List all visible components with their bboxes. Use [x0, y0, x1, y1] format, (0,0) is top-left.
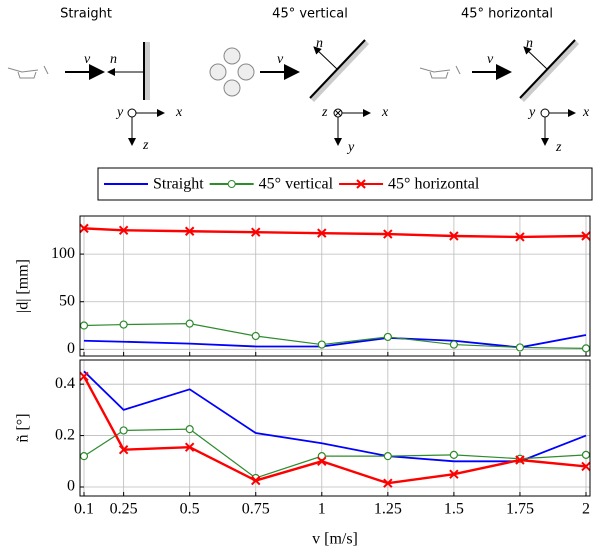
marker: [119, 320, 128, 329]
label: v: [487, 52, 494, 67]
label: x: [175, 105, 183, 120]
label: y: [115, 105, 124, 120]
marker: [184, 226, 195, 236]
marker: [251, 475, 261, 486]
marker: [383, 478, 393, 488]
marker: [449, 340, 458, 349]
marker: [449, 231, 459, 241]
plate: [519, 39, 576, 99]
arrow: [313, 46, 338, 70]
legend-label: Straight: [153, 176, 204, 193]
marker: [581, 450, 591, 459]
x-tick-label: 0.5: [180, 501, 200, 518]
label: x: [381, 105, 389, 120]
marker: [79, 321, 89, 330]
marker: [515, 455, 525, 465]
marker: [79, 223, 89, 234]
y-axis-label: |d| [mm]: [15, 259, 32, 313]
marker: [317, 452, 326, 461]
marker: [79, 371, 89, 382]
marker: [317, 456, 327, 467]
label: z: [321, 105, 328, 120]
marker: [317, 340, 326, 349]
marker: [79, 452, 89, 461]
plot-frame: [79, 359, 591, 497]
label: n: [110, 52, 117, 67]
legend-label: 45° vertical: [259, 176, 334, 193]
plate: [309, 39, 366, 99]
marker: [383, 229, 393, 239]
label: n: [316, 36, 323, 51]
label: x: [582, 105, 590, 120]
series-line: [83, 370, 587, 463]
label: v: [277, 52, 284, 67]
label: n: [526, 36, 533, 51]
label: y: [527, 105, 536, 120]
plate-shade: [310, 40, 369, 102]
x-tick-label: 0.25: [110, 501, 138, 518]
quad-icon: [209, 47, 255, 97]
label: v: [84, 52, 91, 67]
marker: [449, 450, 458, 459]
series-line: [83, 334, 587, 349]
plate-shade: [145, 42, 150, 100]
marker: [118, 445, 129, 455]
label: z: [142, 138, 149, 153]
x-axis-label: v [m/s]: [312, 531, 358, 548]
marker: [317, 228, 327, 238]
y-tick-label: 50: [59, 292, 75, 309]
y-axis-label: ñ [°]: [15, 413, 32, 442]
marker: [251, 227, 261, 237]
x-tick-label: 1.75: [506, 501, 534, 518]
marker: [118, 225, 129, 235]
origin-cross: [334, 109, 342, 117]
x-tick-label: 1.25: [374, 501, 402, 518]
y-tick-label: 0: [67, 340, 75, 357]
marker: [515, 343, 525, 352]
marker: [251, 331, 260, 341]
marker: [515, 232, 525, 242]
x-tick-label: 1.5: [444, 501, 464, 518]
label: z: [555, 140, 562, 155]
x-tick-label: 0.1: [74, 501, 94, 518]
y-tick-label: 0.4: [55, 375, 75, 392]
panel-title: 45° horizontal: [461, 7, 553, 22]
marker: [581, 231, 591, 241]
label: y: [346, 140, 355, 155]
series-line: [83, 227, 587, 239]
marker: [119, 426, 128, 435]
series-line: [83, 428, 587, 479]
plate-shade: [520, 40, 579, 102]
origin: [540, 108, 550, 118]
origin: [127, 108, 137, 118]
legend-marker: [227, 180, 236, 188]
legend-label: 45° horizontal: [388, 176, 480, 193]
marker: [581, 461, 591, 472]
plot-frame: [79, 215, 591, 357]
y-tick-label: 0: [67, 478, 75, 495]
x-tick-label: 2: [582, 501, 590, 518]
marker: [449, 469, 459, 479]
marker: [383, 332, 392, 342]
y-tick-label: 0.2: [55, 426, 75, 443]
panel-title: Straight: [60, 7, 112, 22]
marker: [581, 344, 591, 353]
drone-icon: [419, 65, 461, 79]
x-tick-label: 1: [318, 501, 326, 518]
marker: [383, 452, 392, 461]
x-tick-label: 0.75: [242, 501, 270, 518]
marker: [185, 319, 194, 328]
panel-title: 45° vertical: [272, 7, 348, 22]
marker: [184, 442, 195, 452]
diagrams: [7, 39, 579, 146]
drone-icon: [7, 65, 49, 79]
y-tick-label: 100: [51, 245, 75, 262]
legend-marker: [356, 179, 366, 189]
marker: [185, 425, 194, 434]
arrow: [523, 46, 548, 70]
